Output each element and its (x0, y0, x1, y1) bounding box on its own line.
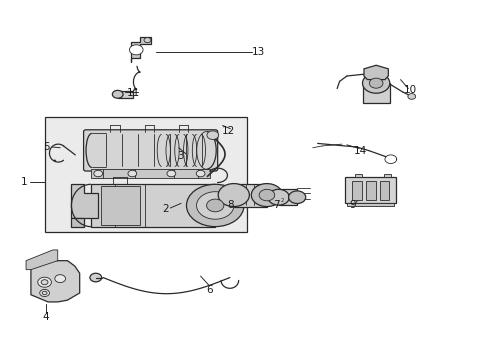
Circle shape (206, 199, 224, 212)
Circle shape (129, 45, 143, 55)
Text: 12: 12 (222, 126, 235, 135)
Bar (91, 184, 215, 226)
Bar (379, 181, 388, 200)
Text: 7: 7 (272, 200, 279, 210)
Polygon shape (131, 37, 151, 62)
Circle shape (112, 90, 123, 98)
Polygon shape (26, 250, 58, 270)
FancyBboxPatch shape (83, 130, 217, 171)
Text: 8: 8 (227, 200, 234, 210)
Text: 2: 2 (280, 198, 284, 203)
Circle shape (186, 184, 244, 226)
Circle shape (196, 170, 204, 177)
Circle shape (90, 273, 102, 282)
Circle shape (41, 280, 48, 285)
Circle shape (40, 289, 49, 297)
Circle shape (267, 189, 289, 205)
Polygon shape (363, 65, 387, 80)
Circle shape (196, 192, 233, 219)
Bar (44, 117, 246, 232)
Text: 6: 6 (205, 285, 212, 295)
Polygon shape (71, 184, 98, 218)
Bar (118, 91, 133, 98)
Circle shape (259, 189, 274, 201)
Polygon shape (71, 218, 83, 226)
Circle shape (166, 170, 175, 177)
Text: 9: 9 (349, 200, 355, 210)
Circle shape (407, 94, 415, 99)
Polygon shape (31, 261, 80, 302)
Bar (365, 181, 375, 200)
Text: 14: 14 (353, 145, 366, 156)
Bar (362, 83, 389, 103)
Circle shape (251, 184, 282, 207)
Bar (351, 181, 361, 200)
Bar (346, 203, 393, 206)
Text: 4: 4 (42, 312, 49, 322)
Circle shape (128, 170, 137, 177)
Text: 10: 10 (403, 85, 416, 95)
Circle shape (368, 78, 382, 88)
Bar (278, 189, 297, 205)
Text: 11: 11 (127, 88, 140, 98)
Circle shape (42, 291, 47, 295)
Bar (101, 186, 140, 225)
Text: 3: 3 (177, 150, 183, 161)
Text: 13: 13 (251, 46, 264, 57)
Circle shape (218, 184, 249, 207)
Bar (91, 169, 210, 178)
Circle shape (144, 38, 151, 42)
Bar (383, 174, 390, 177)
Circle shape (94, 170, 102, 177)
Text: 5: 5 (43, 142, 50, 152)
Circle shape (38, 277, 51, 287)
Circle shape (288, 191, 305, 203)
Bar (233, 184, 266, 207)
Bar (344, 177, 395, 203)
Circle shape (55, 275, 65, 283)
Text: 1: 1 (21, 177, 27, 187)
Circle shape (362, 73, 389, 93)
Circle shape (206, 131, 218, 139)
Bar (354, 174, 361, 177)
Text: 2: 2 (162, 204, 168, 215)
